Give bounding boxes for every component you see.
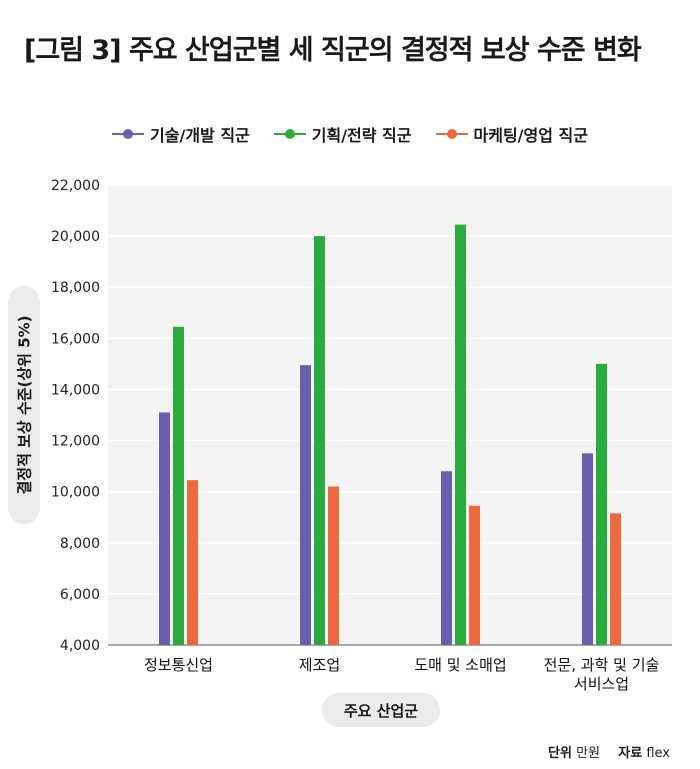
y-tick-label: 8,000 bbox=[60, 536, 100, 552]
y-axis-label-pill bbox=[8, 286, 40, 524]
bar-marketing bbox=[469, 505, 480, 645]
x-axis-label: 주요 산업군 bbox=[322, 693, 440, 727]
legend-item-marketing: 마케팅/영업 직군 bbox=[435, 122, 588, 146]
plot-area bbox=[108, 185, 672, 645]
y-tick-label: 20,000 bbox=[51, 229, 100, 245]
y-tick-label: 16,000 bbox=[51, 331, 100, 347]
legend-marker-planning bbox=[273, 127, 306, 141]
bar-marketing bbox=[328, 486, 339, 645]
x-tick-label: 서비스업 bbox=[574, 675, 629, 693]
footer: 단위 만원 자료 flex bbox=[548, 742, 670, 761]
legend-marker-marketing bbox=[435, 127, 468, 141]
bar-marketing bbox=[610, 513, 621, 645]
x-tick-label: 제조업 bbox=[299, 656, 340, 674]
y-tick-label: 22,000 bbox=[51, 178, 100, 194]
legend-label-planning: 기획/전략 직군 bbox=[311, 126, 412, 145]
bar-tech-dev bbox=[582, 453, 593, 645]
x-tick-label: 정보통신업 bbox=[144, 656, 213, 674]
legend: 기술/개발 직군 기획/전략 직군 마케팅/영업 직군 bbox=[0, 122, 700, 146]
bar-tech-dev bbox=[441, 471, 452, 645]
bar-marketing bbox=[187, 480, 198, 645]
y-tick-label: 6,000 bbox=[60, 587, 100, 603]
legend-label-tech-dev: 기술/개발 직군 bbox=[150, 126, 250, 145]
unit-value: 만원 bbox=[576, 746, 600, 761]
source-label: 자료 bbox=[618, 746, 643, 761]
y-tick-label: 18,000 bbox=[51, 280, 100, 296]
y-tick-label: 14,000 bbox=[51, 382, 100, 398]
source-value: flex bbox=[646, 746, 670, 761]
bar-planning bbox=[173, 326, 184, 645]
x-tick-label: 도매 및 소매업 bbox=[414, 656, 506, 674]
legend-item-tech-dev: 기술/개발 직군 bbox=[112, 122, 250, 146]
bar-planning bbox=[314, 236, 325, 645]
y-tick-label: 4,000 bbox=[60, 638, 100, 654]
bar-planning bbox=[455, 224, 466, 645]
bar-tech-dev bbox=[300, 365, 311, 645]
legend-item-planning: 기획/전략 직군 bbox=[273, 122, 412, 146]
legend-marker-tech-dev bbox=[112, 127, 145, 141]
bar-planning bbox=[596, 363, 607, 645]
unit-label: 단위 bbox=[548, 746, 572, 761]
bar-tech-dev bbox=[159, 412, 170, 645]
y-tick-label: 10,000 bbox=[51, 485, 100, 501]
y-tick-label: 12,000 bbox=[51, 434, 100, 450]
chart-title: [그림 3] 주요 산업군별 세 직군의 결정적 보상 수준 변화 bbox=[24, 35, 642, 66]
x-tick-label: 전문, 과학 및 기술 bbox=[544, 656, 660, 674]
legend-label-marketing: 마케팅/영업 직군 bbox=[473, 126, 588, 145]
